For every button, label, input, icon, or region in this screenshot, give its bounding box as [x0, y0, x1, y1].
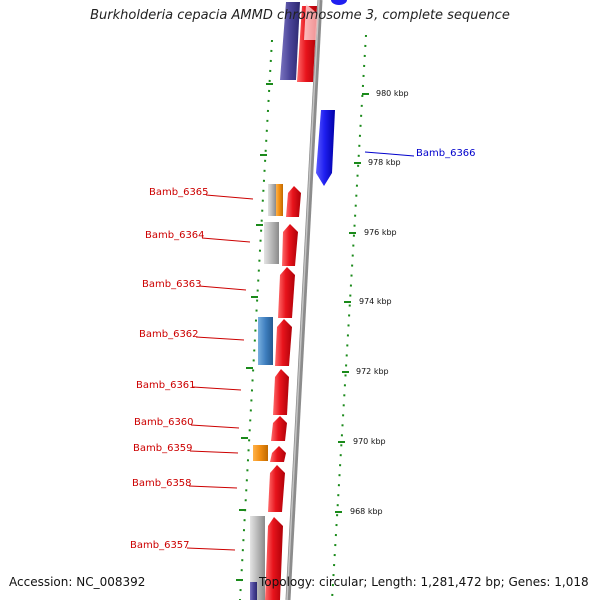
kbp-label-980: 980 kbp [376, 89, 409, 98]
gene-arrow-faded [304, 4, 318, 40]
accession-text: Accession: NC_008392 [9, 575, 146, 589]
gene-arrow-bamb-6357[interactable] [265, 517, 283, 600]
leader-line [198, 285, 247, 291]
kbp-label-974: 974 kbp [359, 297, 392, 306]
gene-arrow-bamb-6361[interactable] [273, 369, 289, 415]
leader-line [190, 424, 240, 429]
gene-navy-bottom[interactable] [250, 582, 257, 600]
outer-tick-ring [331, 34, 367, 600]
gene-label-bamb-6359[interactable]: Bamb_6359 [133, 443, 193, 454]
gene-label-bamb-6358[interactable]: Bamb_6358 [132, 478, 192, 489]
kbp-label-976: 976 kbp [364, 228, 397, 237]
leader-line [201, 237, 251, 243]
kbp-label-978: 978 kbp [368, 158, 401, 167]
gene-label-bamb-6360[interactable]: Bamb_6360 [134, 417, 194, 428]
gene-label-bamb-6363[interactable]: Bamb_6363 [142, 279, 202, 290]
gene-gray-6364[interactable] [264, 222, 279, 264]
kbp-label-968: 968 kbp [350, 507, 383, 516]
leader-line [195, 336, 245, 341]
leader-line [186, 547, 236, 551]
leader-line [189, 450, 239, 454]
inner-tick-ring [239, 39, 273, 600]
gene-arrow-bamb-6364[interactable] [282, 224, 298, 266]
gene-arrow-bamb-6363[interactable] [278, 267, 295, 318]
gene-arrow-bamb-6359[interactable] [270, 446, 286, 462]
gene-arrow-bamb-6362[interactable] [275, 319, 292, 366]
gene-steel-6362[interactable] [258, 317, 273, 365]
gene-label-bamb-6357[interactable]: Bamb_6357 [130, 540, 190, 551]
gene-orange-6365[interactable] [276, 184, 283, 216]
leader-line [192, 386, 242, 391]
leader-line [205, 194, 254, 200]
gene-label-bamb-6365[interactable]: Bamb_6365 [149, 187, 209, 198]
gene-label-bamb-6362[interactable]: Bamb_6362 [139, 329, 199, 340]
gene-label-bamb-6364[interactable]: Bamb_6364 [145, 230, 205, 241]
gene-arrow-bamb-6366[interactable] [316, 110, 335, 186]
gene-arrow-reverse-top[interactable] [280, 2, 300, 80]
gene-label-bamb-6366[interactable]: Bamb_6366 [416, 148, 476, 159]
leader-line-right [364, 151, 415, 157]
chromosome-backbone [285, 0, 323, 600]
gene-marker-top [331, 0, 347, 5]
chromosome-backbone-highlight [286, 0, 320, 600]
kbp-label-972: 972 kbp [356, 367, 389, 376]
gene-arrow-bamb-6358[interactable] [268, 465, 285, 512]
gene-gray-6365[interactable] [268, 184, 276, 216]
map-title: Burkholderia cepacia AMMD chromosome 3, … [90, 8, 510, 23]
gene-arrow-bamb-6360[interactable] [271, 416, 287, 441]
gene-arrow-bamb-6365[interactable] [286, 186, 301, 217]
gene-label-bamb-6361[interactable]: Bamb_6361 [136, 380, 196, 391]
gene-gray-6357[interactable] [250, 516, 265, 600]
topology-text: Topology: circular; Length: 1,281,472 bp… [259, 575, 589, 589]
leader-line [188, 485, 238, 489]
gene-orange-6359[interactable] [253, 445, 268, 461]
kbp-label-970: 970 kbp [353, 437, 386, 446]
